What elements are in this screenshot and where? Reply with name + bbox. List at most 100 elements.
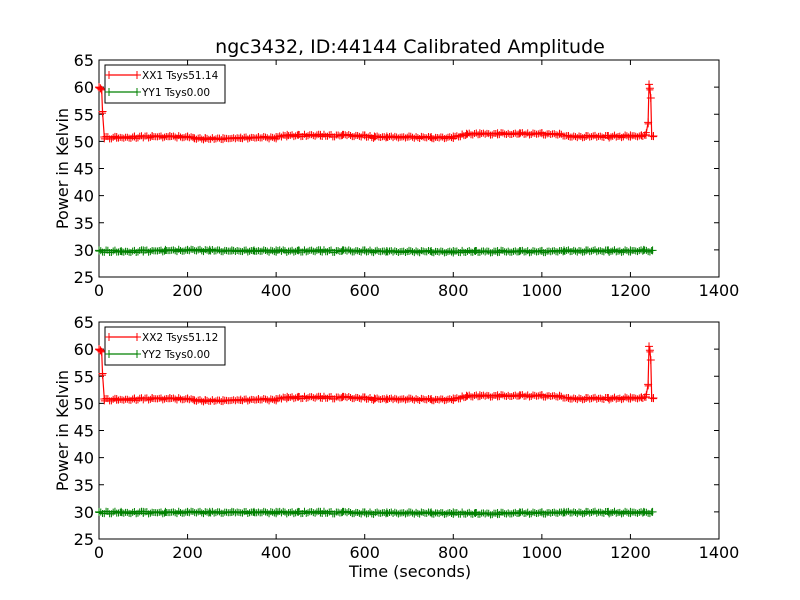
data-point [270, 248, 278, 256]
data-point [324, 509, 332, 517]
data-point [373, 246, 381, 254]
data-point [582, 393, 591, 402]
data-point [212, 509, 220, 517]
data-point [462, 131, 470, 139]
y-axis-title: Power in Kelvin [53, 108, 72, 229]
data-point [331, 510, 339, 518]
data-point [283, 130, 292, 139]
data-point [145, 248, 153, 256]
x-tick-label: 400 [261, 281, 292, 300]
data-point [493, 246, 502, 255]
data-point [560, 507, 568, 516]
data-point [145, 510, 153, 518]
data-point [189, 395, 197, 403]
data-point [427, 133, 436, 142]
data-point [219, 396, 227, 405]
data-point [324, 132, 332, 140]
data-point [645, 342, 654, 351]
data-point [449, 508, 458, 517]
data-point [331, 248, 339, 256]
legend-entry: YY1 Tsys0.00 [105, 87, 210, 99]
data-point [401, 396, 409, 404]
data-point [270, 134, 278, 142]
data-point [112, 395, 121, 404]
data-point [109, 247, 117, 255]
legend-marker [105, 71, 113, 79]
data-point [175, 507, 183, 515]
data-point [302, 394, 310, 402]
data-point [644, 380, 653, 389]
data-point [189, 133, 197, 141]
data-point [169, 508, 177, 516]
y-tick-label: 25 [74, 268, 94, 287]
data-point [525, 249, 533, 257]
data-point [97, 85, 106, 94]
data-point [272, 507, 281, 516]
data-point [360, 393, 369, 402]
data-point [132, 248, 140, 256]
data-point [153, 509, 161, 517]
data-point [649, 131, 658, 140]
data-point [198, 135, 206, 143]
data-point [423, 509, 431, 517]
data-point [129, 508, 137, 516]
data-point [355, 509, 363, 517]
data-point [260, 394, 268, 402]
x-tick-label: 1400 [699, 281, 740, 300]
data-point [401, 249, 409, 257]
data-point [493, 391, 502, 400]
data-point [604, 246, 613, 255]
data-point [309, 247, 317, 255]
x-tick-label: 1200 [610, 543, 651, 562]
data-point [98, 107, 107, 116]
data-point [302, 248, 310, 256]
data-point [130, 132, 139, 141]
data-point [354, 132, 362, 140]
data-point [98, 369, 107, 378]
data-point [525, 131, 533, 139]
data-point [368, 510, 376, 518]
legend-label: XX2 Tsys51.12 [142, 332, 218, 344]
data-point [587, 395, 595, 403]
data-point [621, 507, 629, 515]
legend-entry: XX1 Tsys51.14 [105, 70, 219, 82]
data-point [227, 507, 236, 516]
data-point [616, 394, 624, 402]
data-point [463, 509, 471, 517]
data-point [279, 246, 287, 254]
data-point [646, 93, 655, 102]
data-point [159, 134, 167, 142]
data-point [582, 507, 591, 516]
data-point [283, 248, 291, 256]
data-point [577, 132, 585, 140]
data-point [475, 129, 484, 138]
figure-title: ngc3432, ID:44144 Calibrated Amplitude [215, 36, 605, 58]
data-point [373, 508, 381, 516]
data-point [370, 394, 379, 403]
data-point [560, 246, 568, 255]
data-point [649, 393, 658, 402]
legend-label: YY1 Tsys0.00 [141, 87, 210, 99]
legend-entry: YY2 Tsys0.00 [105, 349, 210, 361]
data-point [324, 248, 332, 256]
data-point [481, 130, 489, 138]
y-tick-label: 65 [74, 51, 94, 70]
data-point [587, 509, 595, 517]
y-tick-label: 30 [74, 241, 94, 260]
upper-panel: 0 200 400 600 800 1000 1200 1400 25 30 35 40 45 50 55 6… [53, 51, 739, 300]
data-point [244, 397, 252, 405]
data-point [442, 134, 450, 142]
y-tick-label: 55 [74, 367, 94, 386]
data-point [612, 248, 620, 256]
data-point [616, 247, 624, 255]
data-point [370, 132, 379, 141]
data-point [283, 392, 292, 401]
data-point [648, 507, 657, 516]
data-point [435, 248, 443, 256]
data-point [405, 508, 413, 517]
data-point [219, 248, 227, 256]
x-tick-label: 1400 [699, 543, 740, 562]
data-point [95, 507, 103, 516]
data-point [637, 131, 646, 140]
